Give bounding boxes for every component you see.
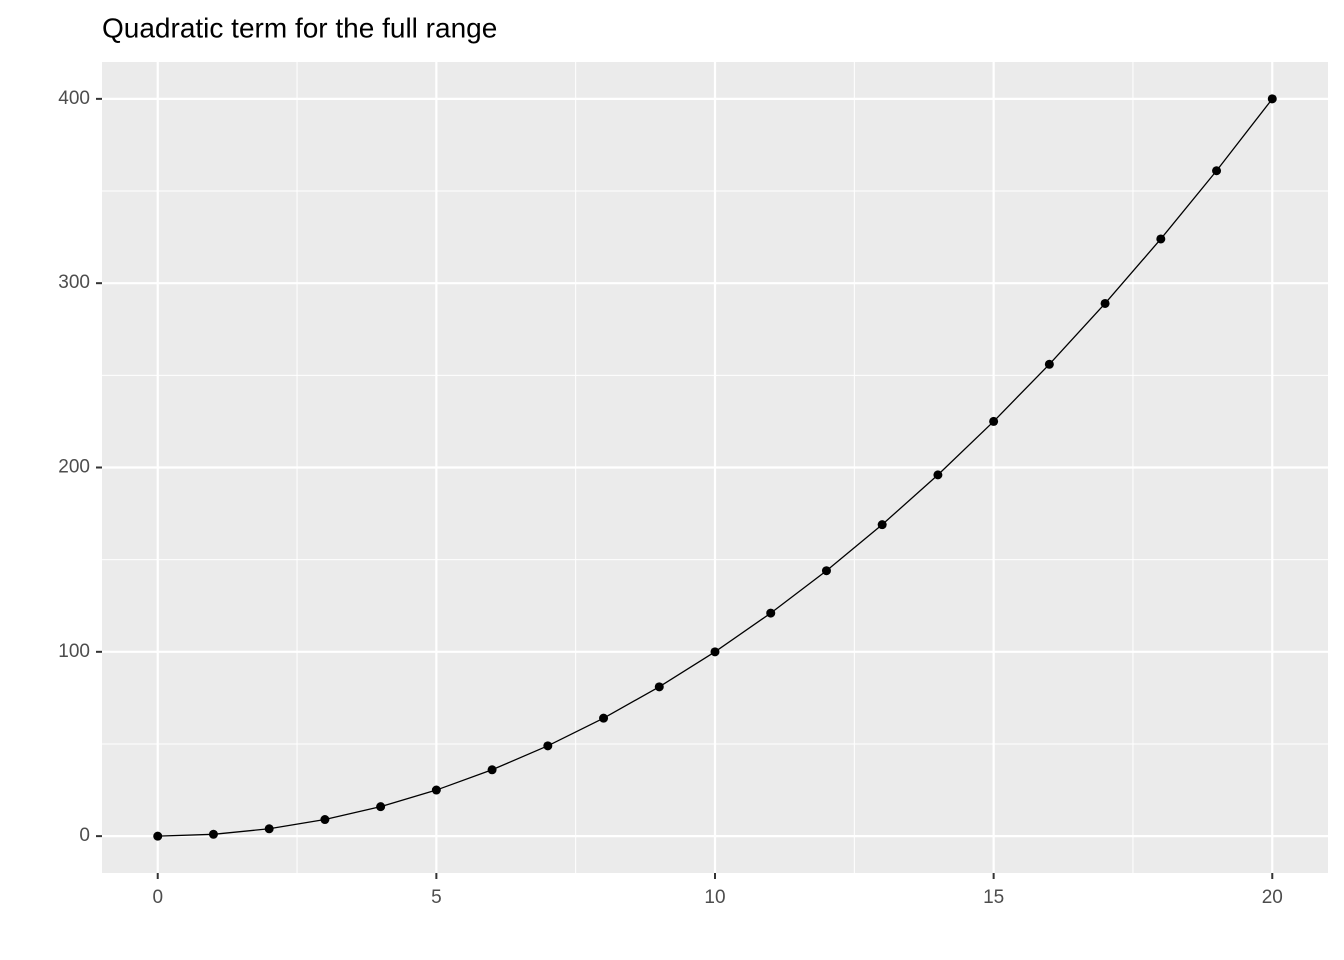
x-tick-label: 15	[983, 887, 1004, 908]
point	[989, 416, 999, 426]
point	[1212, 166, 1222, 176]
chart-title: Quadratic term for the full range	[102, 12, 497, 43]
point	[320, 815, 330, 825]
x-tick-label: 5	[431, 887, 442, 908]
point	[1100, 298, 1110, 308]
point	[376, 802, 386, 812]
x-tick-label: 10	[704, 887, 725, 908]
point	[766, 608, 776, 618]
point	[208, 829, 218, 839]
point	[1044, 359, 1054, 369]
y-tick-label: 400	[58, 88, 90, 109]
y-tick-label: 100	[58, 641, 90, 662]
y-tick-label: 0	[79, 825, 90, 846]
point	[933, 470, 943, 480]
point	[877, 520, 887, 530]
point	[153, 831, 163, 841]
point	[1267, 94, 1277, 104]
point	[487, 765, 497, 775]
x-tick-label: 20	[1262, 887, 1283, 908]
x-tick-label: 0	[152, 887, 163, 908]
point	[543, 741, 553, 751]
point	[1156, 234, 1166, 244]
y-tick-label: 300	[58, 272, 90, 293]
point	[821, 566, 831, 576]
y-tick-label: 200	[58, 457, 90, 478]
point	[710, 647, 720, 657]
point	[431, 785, 441, 795]
point	[599, 713, 609, 723]
point	[654, 682, 664, 692]
point	[264, 824, 274, 834]
